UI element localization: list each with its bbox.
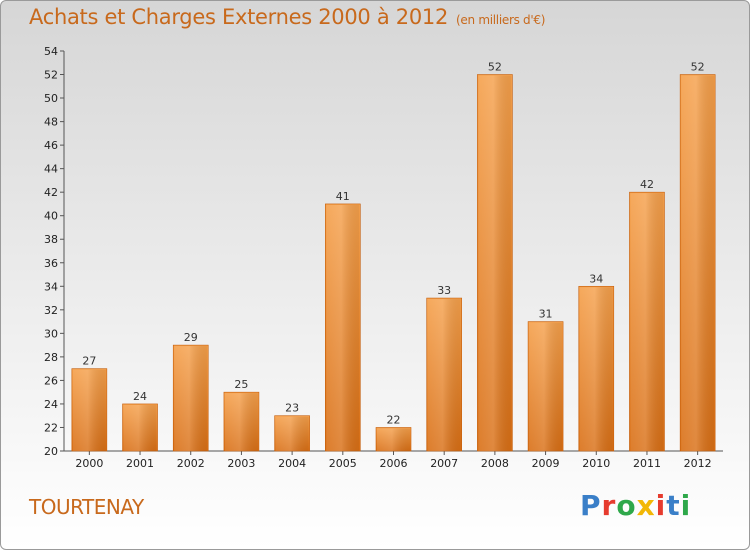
x-tick-label-2000: 2000 xyxy=(75,457,103,470)
value-label-2010: 34 xyxy=(589,272,603,285)
y-tick-label: 22 xyxy=(44,421,58,434)
y-tick-label: 52 xyxy=(44,69,58,82)
bar-shine-2008 xyxy=(478,75,512,451)
y-tick-label: 42 xyxy=(44,186,58,199)
chart-bars xyxy=(71,74,716,452)
x-tick-label-2011: 2011 xyxy=(633,457,661,470)
x-tick-label-2003: 2003 xyxy=(227,457,255,470)
x-tick-label-2009: 2009 xyxy=(532,457,560,470)
bar-shine-2000 xyxy=(72,369,106,451)
y-tick-label: 24 xyxy=(44,398,58,411)
x-tick-label-2005: 2005 xyxy=(329,457,357,470)
bar-shine-2011 xyxy=(630,193,664,452)
x-tick-label-2012: 2012 xyxy=(684,457,712,470)
chart-title-text: Achats et Charges Externes 2000 à 2012 xyxy=(29,5,449,29)
bar-shine-2001 xyxy=(123,404,157,451)
y-tick-label: 54 xyxy=(44,45,58,58)
logo-letter: i xyxy=(655,489,667,522)
x-tick-label-2002: 2002 xyxy=(177,457,205,470)
y-tick-label: 34 xyxy=(44,280,58,293)
chart-title: Achats et Charges Externes 2000 à 2012 (e… xyxy=(29,5,545,29)
y-tick-label: 26 xyxy=(44,374,58,387)
y-tick-label: 20 xyxy=(44,445,58,458)
logo-letter: o xyxy=(616,489,637,522)
bar-shine-2005 xyxy=(326,204,360,451)
value-label-2002: 29 xyxy=(184,331,198,344)
value-label-2006: 22 xyxy=(387,413,401,426)
chart-labels: 27 2000 24 2001 29 2002 25 2003 23 2004 41 2005 22 20… xyxy=(75,61,711,470)
value-label-2001: 24 xyxy=(133,390,147,403)
y-tick-label: 38 xyxy=(44,233,58,246)
logo-letter: t xyxy=(666,489,681,522)
bar-shine-2012 xyxy=(681,75,715,451)
logo-letter: x xyxy=(636,489,656,522)
value-label-2008: 52 xyxy=(488,61,502,74)
y-tick-label: 28 xyxy=(44,351,58,364)
logo-letter: P xyxy=(580,489,602,522)
y-tick-label: 44 xyxy=(44,163,58,176)
bar-shine-2006 xyxy=(377,428,410,451)
y-tick-label: 48 xyxy=(44,116,58,129)
chart-axes: 20 22 24 26 28 30 32 34 36 38 40 42 44 46 48 50 52 54 xyxy=(44,45,723,458)
value-label-2004: 23 xyxy=(285,402,299,415)
proxiti-logo: Proxiti xyxy=(580,489,691,522)
bar-shine-2009 xyxy=(529,322,563,451)
logo-letter: i xyxy=(680,489,692,522)
logo-letter: r xyxy=(601,489,617,522)
value-label-2012: 52 xyxy=(691,61,705,74)
x-tick-label-2007: 2007 xyxy=(430,457,458,470)
y-tick-label: 40 xyxy=(44,210,58,223)
bar-shine-2002 xyxy=(174,346,208,451)
value-label-2003: 25 xyxy=(234,378,248,391)
x-tick-label-2006: 2006 xyxy=(380,457,408,470)
y-tick-label: 32 xyxy=(44,304,58,317)
value-label-2007: 33 xyxy=(437,284,451,297)
value-label-2009: 31 xyxy=(539,308,553,321)
chart-unit: (en milliers d'€) xyxy=(456,13,546,27)
bar-shine-2007 xyxy=(427,299,461,451)
bar-shine-2010 xyxy=(579,287,613,451)
x-tick-label-2008: 2008 xyxy=(481,457,509,470)
value-label-2005: 41 xyxy=(336,190,350,203)
commune-name: TOURTENAY xyxy=(29,495,144,519)
x-tick-label-2004: 2004 xyxy=(278,457,306,470)
y-tick-label: 30 xyxy=(44,327,58,340)
value-label-2011: 42 xyxy=(640,178,654,191)
value-label-2000: 27 xyxy=(82,355,96,368)
x-tick-label-2001: 2001 xyxy=(126,457,154,470)
y-tick-label: 50 xyxy=(44,92,58,105)
y-tick-label: 46 xyxy=(44,139,58,152)
x-tick-label-2010: 2010 xyxy=(582,457,610,470)
y-tick-label: 36 xyxy=(44,257,58,270)
bar-shine-2004 xyxy=(275,416,309,451)
bar-shine-2003 xyxy=(224,393,258,451)
